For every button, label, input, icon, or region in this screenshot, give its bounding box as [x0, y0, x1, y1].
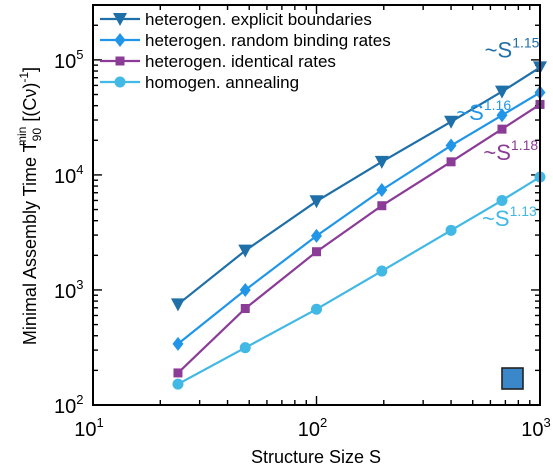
slope-annotation-base: ~S	[485, 37, 513, 62]
slope-annotation-base: ~S	[483, 140, 511, 165]
slope-annotation: ~S1.16	[456, 97, 511, 125]
x-tick-label-exponent: 1	[97, 415, 104, 430]
data-point	[445, 224, 457, 236]
legend-marker	[114, 76, 126, 88]
y-axis-label-units-close: ]	[20, 67, 40, 72]
data-point	[444, 115, 459, 129]
y-tick-label-base: 10	[54, 166, 76, 188]
y-tick-label-exponent: 4	[76, 162, 83, 177]
data-point	[376, 265, 388, 277]
data-point	[445, 138, 457, 153]
data-point	[494, 85, 509, 99]
square-icon	[501, 367, 524, 390]
data-point	[376, 182, 388, 197]
y-axis-label-main: Minimal Assembly Time T	[20, 141, 40, 345]
data-point	[497, 124, 507, 134]
slope-annotation: ~S1.13	[482, 203, 537, 231]
y-tick-label-base: 10	[54, 396, 76, 418]
legend-label: heterogen. random binding rates	[145, 31, 391, 50]
x-tick-label: 102	[298, 415, 327, 441]
data-point	[239, 282, 251, 297]
legend-item: heterogen. identical rates	[100, 52, 336, 71]
slope-annotations: ~S1.15~S1.16~S1.18~S1.13	[456, 34, 539, 231]
legend-item: heterogen. random binding rates	[100, 31, 391, 50]
data-point	[446, 157, 456, 167]
slope-annotation: ~S1.18	[483, 137, 538, 165]
legend: heterogen. explicit boundaries heterogen.…	[100, 10, 391, 92]
data-point	[311, 228, 322, 243]
x-tick-label-exponent: 2	[320, 415, 327, 430]
legend-item: homogen. annealing	[100, 73, 299, 92]
data-point	[309, 195, 324, 209]
y-tick-label-base: 10	[54, 51, 76, 73]
y-axis-label: Minimal Assembly Time T90min [(Cν)-1]	[15, 67, 44, 345]
x-tick-label: 103	[521, 415, 550, 441]
y-tick-label-exponent: 3	[76, 277, 83, 292]
y-tick-label: 104	[54, 162, 83, 188]
legend-marker	[114, 33, 126, 47]
data-point	[496, 194, 508, 206]
legend-marker	[115, 56, 125, 66]
data-point	[312, 247, 321, 257]
data-point	[173, 368, 183, 378]
slope-annotation-base: ~S	[482, 206, 510, 231]
data-point	[170, 298, 185, 312]
x-tick-label-base: 10	[298, 419, 320, 441]
series-4	[172, 171, 546, 390]
x-tick-label: 101	[74, 415, 103, 441]
y-axis-label-units: [(Cν)	[20, 83, 40, 122]
legend-item: heterogen. explicit boundaries	[100, 10, 372, 29]
legend-label: heterogen. explicit boundaries	[145, 10, 372, 29]
y-tick-label: 105	[54, 47, 83, 73]
slope-annotation: ~S1.15	[485, 34, 540, 62]
y-tick-label: 103	[54, 277, 83, 303]
data-point	[239, 342, 251, 354]
data-point	[311, 303, 322, 315]
data-point	[496, 108, 508, 123]
data-point	[172, 378, 184, 390]
data-point	[172, 336, 184, 351]
series-2	[172, 85, 546, 351]
legend-label: heterogen. identical rates	[145, 52, 336, 71]
slope-annotation-exponent: 1.15	[512, 34, 539, 50]
data-point	[374, 155, 389, 169]
y-tick-label-exponent: 5	[76, 47, 83, 62]
y-axis-label-superscript: min	[15, 127, 29, 146]
slope-annotation-exponent: 1.18	[511, 137, 538, 153]
y-tick-label-base: 10	[54, 281, 76, 303]
plot-frame	[92, 4, 541, 406]
x-tick-label-exponent: 3	[544, 415, 551, 430]
x-axis-label: Structure Size S	[251, 447, 381, 467]
data-point	[240, 304, 250, 314]
y-tick-label-exponent: 2	[76, 392, 83, 407]
legend-marker	[113, 13, 127, 26]
data-point	[238, 244, 253, 258]
y-tick-label: 102	[54, 392, 83, 418]
legend-label: homogen. annealing	[145, 73, 299, 92]
y-axis-label-subscript: 90	[30, 128, 44, 142]
slope-annotation-base: ~S	[456, 100, 484, 125]
slope-annotation-exponent: 1.16	[484, 97, 511, 113]
slope-annotation-exponent: 1.13	[510, 203, 537, 219]
x-tick-label-base: 10	[521, 419, 543, 441]
y-axis-label-units-superscript: -1	[17, 72, 31, 83]
data-point	[377, 201, 387, 211]
x-tick-label-base: 10	[74, 419, 96, 441]
